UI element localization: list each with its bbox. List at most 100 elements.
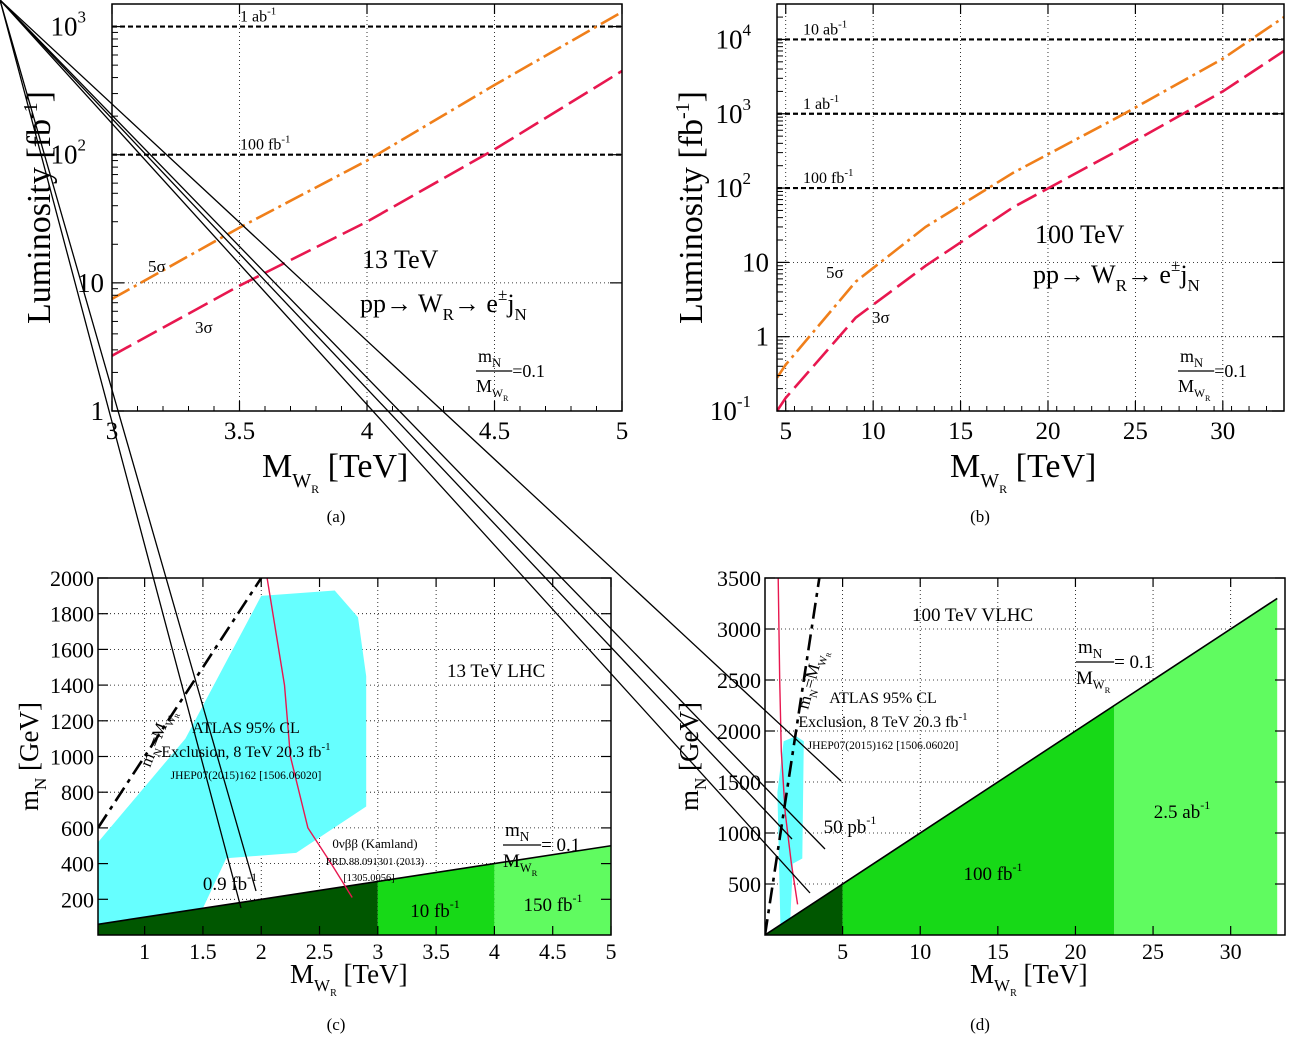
y-tick-label-3: 103 [51,8,87,42]
x-tick-label-3: 20 [1035,418,1060,445]
ratio-label-value: =0.1 [1214,361,1247,381]
ratio-line-label-denominator: MWR [503,851,538,878]
series-label-1: 3σ [195,318,213,337]
plot-frame [776,3,1285,412]
pointer-arrow-0 [0,0,842,782]
exclusion-label-line-1: ATLAS 95% CL [192,720,300,737]
caption-a: (a) [327,507,346,526]
panel-d-mass-plane-100tev: 51015202530500100015002000250030003500MW… [0,0,1286,999]
y-tick-label-6: 1400 [50,673,94,698]
series-label-0: 5σ [826,263,844,282]
y-tick-label-3: 2000 [717,719,761,744]
exclusion-label-line-3: JHEP07(2015)162 [1506.06020] [808,740,959,752]
x-tick-label-8: 5 [606,939,617,964]
pointer-arrow-0 [0,0,257,892]
y-tick-label-2: 600 [61,816,94,841]
y-tick-label-6: 3500 [717,566,761,591]
exclusion-label-line-2: Exclusion, 8 TeV 20.3 fb-1 [161,741,330,761]
process-label: pp→ WR→ e±jN [360,285,527,324]
x-tick-label-2: 4 [361,418,374,445]
pointer-arrow-2 [0,0,826,850]
exclusion-label-line-3: JHEP07(2015)162 [1506.06020] [171,770,322,782]
series-line-0 [112,10,622,301]
x-tick-label-2: 15 [987,939,1009,964]
exclusion-label-line-1: ATLAS 95% CL [829,690,937,707]
series-line-1 [112,69,622,357]
process-label: pp→ WR→ e±jN [1033,256,1200,295]
x-tick-label-1: 10 [909,939,931,964]
series-group [777,16,1284,411]
energy-label: 13 TeV [362,245,439,274]
ratio-label-numerator: mN [478,346,501,370]
ratio-line [765,597,1278,935]
kamland-label-line-3: [1305.0056] [343,873,395,884]
ratio-line [98,844,611,926]
reach-region-label-0: 0.9 fb-1 [203,870,257,895]
x-axis-title: MWR [TeV] [290,959,408,999]
ratio-line-label-numerator: mN [505,820,530,844]
y-axis-title: Luminosity [fb-1] [672,91,710,324]
pointer-arrow-1 [0,0,242,909]
y-axis-title: mN [GeV] [674,702,710,811]
ratio-line-label-denominator: MWR [1076,668,1111,695]
y-tick-label-1: 1000 [717,821,761,846]
reach-region-label-1: 100 fb-1 [963,860,1022,885]
y-tick-label-5: 3000 [717,617,761,642]
y-tick-label-1: 1 [756,322,770,352]
x-tick-label-6: 4 [489,939,500,964]
reference-line-label-2: 100 fb-1 [803,167,854,187]
reach-region-1 [377,863,495,935]
caption-b: (b) [970,507,990,526]
series-line-1 [777,49,1284,411]
y-tick-label-0: 200 [61,887,94,912]
x-tick-label-4: 3 [372,939,383,964]
x-tick-label-1: 3.5 [224,418,255,445]
y-tick-label-0: 500 [728,872,761,897]
x-tick-label-0: 5 [837,939,848,964]
y-axis-title: Luminosity [fb-1] [20,91,58,324]
pointer-arrow-1 [0,0,793,840]
diagonal-line [98,578,263,829]
series-label-1: 3σ [872,308,890,327]
caption-c: (c) [327,1015,346,1034]
kamland-curve [777,578,799,905]
reach-region-label-1: 10 fb-1 [410,897,460,922]
ratio-label-value: =0.1 [512,361,545,381]
ratio-label-denominator: MWR [476,376,509,403]
exclusion-label-line-2: Exclusion, 8 TeV 20.3 fb-1 [798,711,967,731]
reach-region-0 [98,881,378,935]
y-tick-label-2: 102 [51,136,87,170]
x-axis-title: MWR [TeV] [262,448,408,496]
y-tick-label-5: 1200 [50,709,94,734]
reach-region-1 [842,705,1115,935]
x-axis-title: MWR [TeV] [970,959,1088,999]
y-tick-label-7: 1600 [50,637,94,662]
energy-label: 100 TeV [1035,220,1125,249]
plot-frame [764,577,1286,936]
series-label-0: 5σ [148,257,166,276]
ratio-label-denominator: MWR [1178,376,1211,403]
reference-line-label-1: 100 fb-1 [240,134,291,154]
x-tick-label-3: 2.5 [306,939,334,964]
panel-c-mass-plane-13tev: 1 1.5 2 2.5 3 3.5 4 4.5 520040060080010001200140… [0,0,617,999]
y-tick-label-9: 2000 [50,566,94,591]
y-tick-label-4: 103 [716,95,752,129]
y-tick-label-3: 102 [716,169,752,203]
reference-line-label-0: 1 ab-1 [240,6,276,26]
reach-region-2 [1114,598,1278,935]
y-tick-label-0: 1 [91,396,105,426]
x-tick-label-0: 3 [106,418,119,445]
ratio-label-numerator: mN [1180,346,1203,370]
reach-region-label-2: 150 fb-1 [523,891,582,916]
reference-line-label-1: 1 ab-1 [803,93,839,113]
diagonal-line [765,578,821,935]
y-tick-label-2: 10 [742,247,769,277]
x-tick-label-1: 1.5 [189,939,217,964]
diagonal-label: mN=MWR [794,647,834,713]
ratio-line-label: mN MWR= 0.1 [1076,637,1153,695]
x-tick-label-3: 4.5 [479,418,510,445]
y-axis-title: mN [GeV] [14,702,50,811]
plot-area [765,578,1285,935]
